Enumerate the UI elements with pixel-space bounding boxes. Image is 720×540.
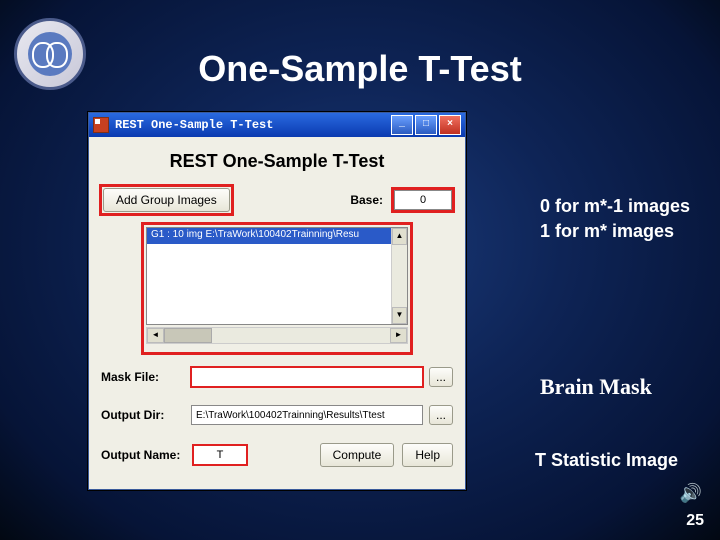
base-annotation-line1: 0 for m*-1 images — [540, 194, 690, 219]
mask-file-field[interactable] — [191, 367, 423, 387]
speaker-icon: 🔊 — [680, 483, 702, 504]
output-annotation: T Statistic Image — [535, 450, 678, 471]
app-title: REST One-Sample T-Test — [101, 151, 453, 172]
help-button[interactable]: Help — [402, 443, 453, 467]
maximize-button[interactable]: □ — [415, 115, 437, 135]
page-number: 25 — [686, 512, 704, 530]
scroll-down-button[interactable]: ▼ — [392, 307, 407, 324]
window-titlebar[interactable]: REST One-Sample T-Test _ □ × — [89, 113, 465, 137]
minimize-button[interactable]: _ — [391, 115, 413, 135]
group-images-listbox[interactable]: G1 : 10 img E:\TraWork\100402Trainning\R… — [146, 227, 408, 325]
output-dir-field[interactable]: E:\TraWork\100402Trainning\Results\Ttest — [191, 405, 423, 425]
base-label: Base: — [350, 193, 383, 207]
list-item[interactable]: G1 : 10 img E:\TraWork\100402Trainning\R… — [147, 228, 407, 244]
scroll-up-button[interactable]: ▲ — [392, 228, 407, 245]
vertical-scrollbar[interactable]: ▲ ▼ — [391, 228, 407, 324]
horizontal-scrollbar[interactable]: ◄ ► — [146, 327, 408, 344]
mask-annotation: Brain Mask — [540, 374, 652, 400]
matlab-icon — [93, 117, 109, 133]
dialog-window: REST One-Sample T-Test _ □ × REST One-Sa… — [88, 112, 466, 490]
slide-title: One-Sample T-Test — [0, 48, 720, 90]
output-dir-browse-button[interactable]: ... — [429, 405, 453, 425]
window-title: REST One-Sample T-Test — [115, 118, 273, 132]
window-body: REST One-Sample T-Test Add Group Images … — [89, 137, 465, 489]
base-annotation: 0 for m*-1 images 1 for m* images — [540, 194, 690, 244]
scroll-right-button[interactable]: ► — [390, 328, 407, 343]
compute-button[interactable]: Compute — [320, 443, 395, 467]
output-name-field[interactable]: T — [193, 445, 247, 465]
mask-file-label: Mask File: — [101, 370, 185, 384]
mask-file-browse-button[interactable]: ... — [429, 367, 453, 387]
base-annotation-line2: 1 for m* images — [540, 219, 690, 244]
close-button[interactable]: × — [439, 115, 461, 135]
output-name-label: Output Name: — [101, 448, 185, 462]
slide-background: One-Sample T-Test REST One-Sample T-Test… — [0, 0, 720, 540]
add-group-images-button[interactable]: Add Group Images — [103, 188, 230, 212]
base-field[interactable]: 0 — [394, 190, 452, 210]
scroll-thumb[interactable] — [164, 328, 212, 343]
scroll-left-button[interactable]: ◄ — [147, 328, 164, 343]
output-dir-label: Output Dir: — [101, 408, 185, 422]
